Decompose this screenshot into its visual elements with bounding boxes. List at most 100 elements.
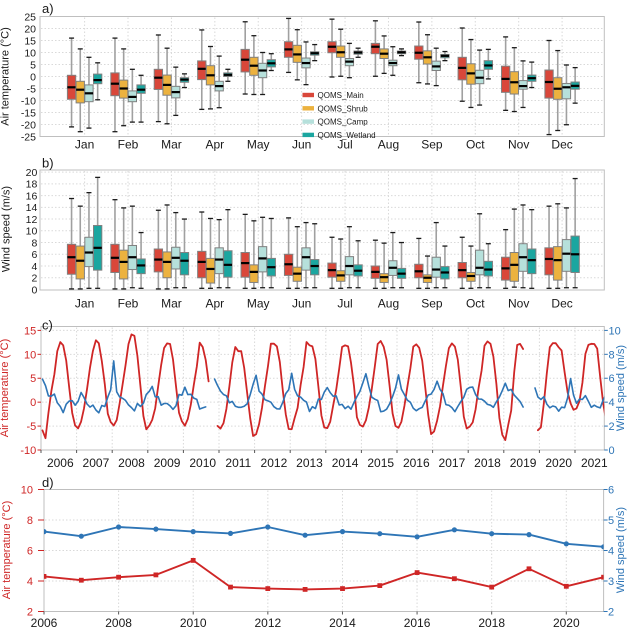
svg-text:QOMS_Shrub: QOMS_Shrub — [318, 104, 369, 113]
svg-text:2013: 2013 — [296, 456, 323, 470]
svg-text:2011: 2011 — [225, 456, 251, 470]
svg-text:6: 6 — [27, 546, 33, 558]
svg-text:2: 2 — [31, 273, 37, 285]
svg-text:a): a) — [42, 1, 54, 16]
svg-text:2018: 2018 — [474, 456, 501, 470]
svg-text:Mar: Mar — [161, 297, 182, 311]
svg-text:-5: -5 — [27, 83, 36, 95]
svg-text:Jan: Jan — [75, 138, 94, 152]
svg-text:Oct: Oct — [466, 138, 485, 152]
svg-text:18: 18 — [26, 179, 38, 191]
svg-text:6: 6 — [31, 249, 37, 261]
svg-text:Wind speed (m/s): Wind speed (m/s) — [1, 186, 13, 272]
svg-text:10: 10 — [24, 47, 36, 59]
svg-text:2007: 2007 — [83, 456, 110, 470]
svg-text:10: 10 — [21, 485, 33, 497]
svg-text:May: May — [247, 297, 270, 311]
svg-text:2014: 2014 — [329, 616, 356, 629]
svg-text:Dec: Dec — [551, 138, 572, 152]
svg-text:14: 14 — [26, 202, 38, 214]
svg-text:Jan: Jan — [75, 297, 94, 311]
svg-text:Oct: Oct — [466, 297, 485, 311]
svg-text:2016: 2016 — [404, 616, 431, 629]
svg-text:4: 4 — [27, 576, 33, 588]
svg-text:Jul: Jul — [337, 138, 352, 152]
svg-text:20: 20 — [26, 167, 38, 179]
svg-text:16: 16 — [26, 190, 38, 202]
svg-text:Feb: Feb — [118, 138, 139, 152]
svg-text:Nov: Nov — [508, 297, 529, 311]
svg-text:Sep: Sep — [421, 138, 443, 152]
svg-text:-5: -5 — [27, 421, 37, 433]
svg-text:Wind speed (m/s): Wind speed (m/s) — [615, 507, 627, 593]
svg-text:3: 3 — [608, 576, 614, 588]
svg-text:0: 0 — [30, 397, 36, 409]
svg-text:5: 5 — [30, 59, 36, 71]
svg-text:0: 0 — [31, 284, 37, 296]
svg-text:15: 15 — [24, 35, 36, 47]
svg-text:8: 8 — [31, 237, 37, 249]
svg-text:10: 10 — [24, 349, 36, 361]
svg-text:2010: 2010 — [180, 616, 207, 629]
svg-text:2012: 2012 — [254, 616, 281, 629]
svg-text:2008: 2008 — [118, 456, 145, 470]
svg-text:Sep: Sep — [421, 297, 443, 311]
svg-text:-25: -25 — [21, 131, 36, 143]
svg-text:2: 2 — [608, 607, 614, 619]
svg-text:5: 5 — [608, 515, 614, 527]
svg-text:Apr: Apr — [205, 138, 224, 152]
svg-text:QOMS_Camp: QOMS_Camp — [318, 118, 369, 127]
svg-text:QOMS_Main: QOMS_Main — [318, 91, 364, 100]
svg-text:Dec: Dec — [551, 297, 572, 311]
svg-text:Air temperature (°C): Air temperature (°C) — [1, 501, 13, 600]
svg-text:d): d) — [42, 475, 54, 490]
svg-text:6: 6 — [608, 485, 614, 497]
svg-text:2020: 2020 — [545, 456, 572, 470]
svg-text:-10: -10 — [20, 445, 36, 457]
svg-text:2019: 2019 — [510, 456, 537, 470]
svg-text:-10: -10 — [21, 95, 36, 107]
svg-text:20: 20 — [24, 23, 36, 35]
svg-text:Jun: Jun — [292, 138, 311, 152]
svg-text:2010: 2010 — [189, 456, 216, 470]
svg-text:May: May — [247, 138, 270, 152]
svg-text:Jun: Jun — [292, 297, 311, 311]
svg-text:Apr: Apr — [205, 297, 224, 311]
svg-text:2012: 2012 — [261, 456, 288, 470]
svg-text:2008: 2008 — [105, 616, 132, 629]
svg-text:Jul: Jul — [337, 297, 352, 311]
svg-text:2009: 2009 — [154, 456, 181, 470]
svg-text:Nov: Nov — [508, 138, 529, 152]
svg-text:Air temperature (°C): Air temperature (°C) — [0, 27, 12, 126]
svg-text:b): b) — [42, 156, 54, 171]
svg-text:15: 15 — [24, 325, 36, 337]
svg-text:2021: 2021 — [581, 456, 608, 470]
svg-text:-15: -15 — [21, 107, 36, 119]
svg-text:5: 5 — [30, 373, 36, 385]
svg-text:Feb: Feb — [118, 297, 139, 311]
svg-text:Air temperature (°C): Air temperature (°C) — [0, 339, 11, 438]
svg-text:10: 10 — [609, 325, 621, 337]
svg-text:0: 0 — [30, 71, 36, 83]
svg-text:2: 2 — [27, 607, 33, 619]
svg-text:4: 4 — [609, 397, 615, 409]
svg-text:8: 8 — [27, 515, 33, 527]
svg-text:2017: 2017 — [439, 456, 466, 470]
svg-text:2006: 2006 — [47, 456, 74, 470]
svg-text:2014: 2014 — [332, 456, 359, 470]
svg-text:25: 25 — [24, 11, 36, 23]
svg-text:2018: 2018 — [478, 616, 505, 629]
svg-text:6: 6 — [609, 373, 615, 385]
svg-text:2006: 2006 — [31, 616, 58, 629]
svg-text:0: 0 — [609, 445, 615, 457]
svg-text:8: 8 — [609, 349, 615, 361]
svg-text:10: 10 — [26, 226, 38, 238]
svg-text:4: 4 — [31, 261, 37, 273]
svg-text:Wind speed (m/s): Wind speed (m/s) — [615, 345, 627, 431]
svg-text:2015: 2015 — [367, 456, 394, 470]
svg-text:-20: -20 — [21, 119, 36, 131]
svg-text:2016: 2016 — [403, 456, 430, 470]
svg-text:12: 12 — [26, 214, 38, 226]
svg-text:Mar: Mar — [161, 138, 182, 152]
svg-text:c): c) — [42, 318, 53, 333]
